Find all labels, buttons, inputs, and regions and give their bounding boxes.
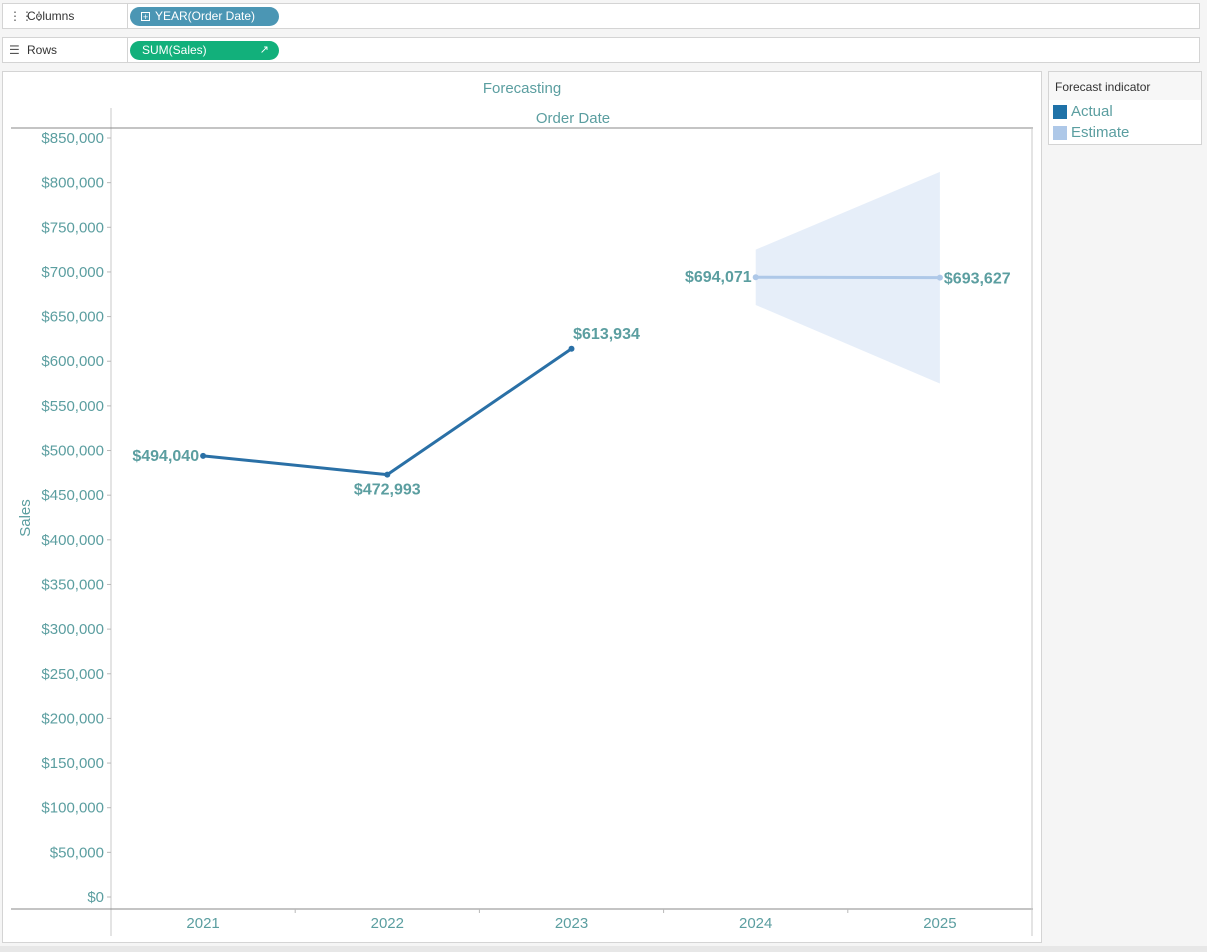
chart-title: Forecasting: [483, 80, 561, 97]
columns-shelf-icon: ⋮⋮⋮: [9, 9, 45, 23]
data-label: $494,040: [132, 448, 199, 465]
actual-swatch: [1053, 105, 1067, 119]
y-tick-label: $200,000: [41, 710, 104, 727]
estimate-data-point: [936, 274, 943, 281]
columns-shelf: ⋮⋮⋮ Columns + YEAR(Order Date): [2, 3, 1200, 29]
data-label: $693,627: [944, 271, 1011, 288]
y-tick-label: $650,000: [41, 309, 104, 326]
year-order-date-pill[interactable]: + YEAR(Order Date): [130, 7, 279, 26]
actual-data-point: [568, 345, 575, 352]
y-tick-label: $500,000: [41, 443, 104, 460]
rows-shelf-label: ☰ Rows: [3, 38, 127, 62]
estimate-data-point: [752, 274, 759, 281]
actual-series-line: [202, 347, 573, 477]
forecast-chart: Forecasting Order Date Sales $0 $50,000 $1…: [11, 80, 1033, 936]
x-tick-label: 2024: [739, 915, 772, 932]
rows-shelf: ☰ Rows SUM(Sales) ↗: [2, 37, 1200, 63]
x-tick-label: 2021: [186, 915, 219, 932]
y-tick-label: $50,000: [50, 844, 104, 861]
forecast-flag-icon: ↗: [259, 44, 269, 56]
y-tick-label: $550,000: [41, 398, 104, 415]
expand-plus-icon[interactable]: +: [141, 12, 150, 22]
actual-data-point: [384, 471, 391, 478]
y-tick-label: $250,000: [41, 666, 104, 683]
x-tick-label: 2022: [371, 915, 404, 932]
y-tick-label: $400,000: [41, 532, 104, 549]
actual-data-point: [200, 452, 207, 459]
shelf-divider: [127, 4, 128, 28]
y-tick-label: $800,000: [41, 175, 104, 192]
sum-sales-pill[interactable]: SUM(Sales) ↗: [130, 41, 279, 60]
y-tick-label: $750,000: [41, 219, 104, 236]
data-label: $694,071: [685, 269, 752, 286]
x-axis-title: Order Date: [536, 110, 610, 127]
y-tick-label: $600,000: [41, 353, 104, 370]
y-axis-title: Sales: [17, 499, 34, 537]
y-tick-label: $700,000: [41, 264, 104, 281]
y-tick-label: $100,000: [41, 800, 104, 817]
forecast-legend: Forecast indicator Actual Estimate: [1048, 71, 1202, 145]
legend-title: Forecast indicator: [1049, 72, 1201, 100]
data-label: $613,934: [573, 326, 640, 343]
y-tick-label: $850,000: [41, 130, 104, 147]
y-tick-label: $0: [87, 889, 104, 906]
viz-pane: Forecasting Order Date Sales $0 $50,000 $1…: [2, 71, 1042, 943]
x-tick-label: 2025: [923, 915, 956, 932]
data-label: $472,993: [354, 482, 421, 499]
y-tick-label: $350,000: [41, 576, 104, 593]
y-tick-label: $150,000: [41, 755, 104, 772]
estimate-swatch: [1053, 126, 1067, 140]
status-bar: [0, 946, 1207, 952]
y-tick-label: $300,000: [41, 621, 104, 638]
x-tick-label: 2023: [555, 915, 588, 932]
rows-shelf-icon: ☰: [9, 43, 20, 57]
y-tick-label: $450,000: [41, 487, 104, 504]
columns-shelf-label: ⋮⋮⋮ Columns: [3, 4, 127, 28]
shelf-divider: [127, 38, 128, 62]
